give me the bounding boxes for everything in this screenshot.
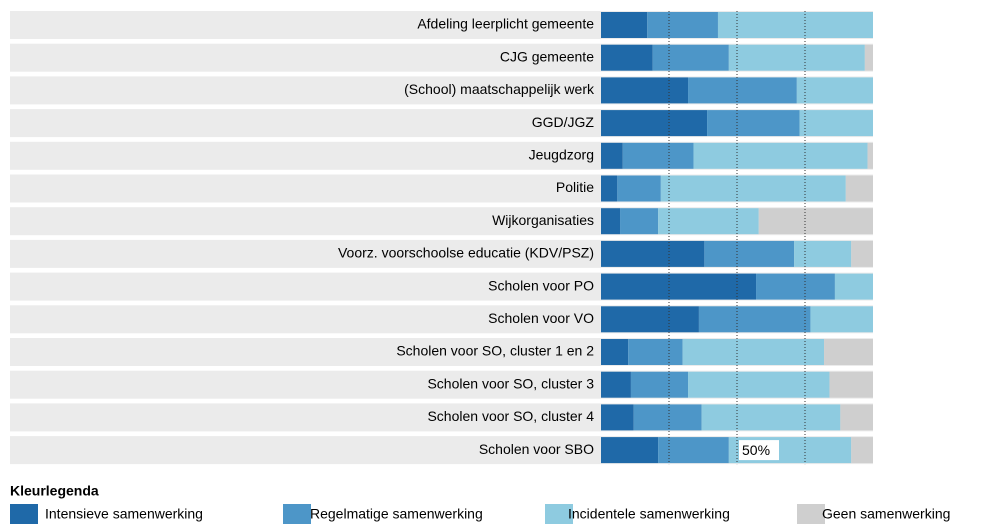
bar-segment [688,77,797,104]
bar-segment [698,306,811,333]
bar-segment [620,208,659,235]
bar-segment [601,142,623,169]
y-tick-label: Scholen voor SBO [479,441,594,457]
bar-segment [824,339,873,365]
bar-segment [688,371,830,398]
bar-segment [701,404,841,431]
y-tick-label: Politie [556,179,594,195]
bar-segment [601,208,621,235]
y-tick-label: (School) maatschappelijk werk [404,81,595,97]
bar-segment [652,44,729,71]
bar-segment [658,437,729,464]
bar-segment [707,110,800,137]
y-tick-label: Jeugdzorg [529,147,594,163]
y-tick-label: GGD/JGZ [532,114,595,130]
y-tick-label: Scholen voor VO [488,310,594,326]
bar-segment [756,273,835,300]
bar-segment [845,175,873,202]
bar-segment [658,208,759,235]
legend-swatch [283,504,311,524]
legend-label: Intensieve samenwerking [45,506,203,522]
y-tick-label: Scholen voor SO, cluster 4 [427,408,594,424]
bar-segment [693,142,868,169]
bar-segment [601,110,708,137]
legend-label: Incidentele samenwerking [568,506,730,522]
y-tick-label: Voorz. voorschoolse educatie (KDV/PSZ) [338,245,594,261]
bar-segment [717,12,873,38]
bar-segment [601,371,631,398]
bar-segment [728,44,865,71]
legend-label: Regelmatige samenwerking [310,506,483,522]
bar-segment [799,110,873,137]
y-tick-label: Scholen voor SO, cluster 3 [427,375,594,391]
bar-segment [601,44,653,71]
bar-segment [851,240,873,267]
bar-segment [796,77,873,104]
bar-segment [834,273,873,300]
bar-segment [660,175,846,202]
bar-segment [601,273,757,300]
bar-segment [601,437,659,464]
bar-segment [601,339,629,365]
legend-swatch [10,504,38,524]
y-tick-label: Scholen voor PO [488,277,594,293]
bar-segment [647,12,718,38]
bar-segment [794,240,852,267]
bar-segment [622,142,694,169]
bar-segment [601,77,689,104]
bar-segment [851,437,873,464]
bar-segment [864,44,873,71]
y-tick-label: Afdeling leerplicht gemeente [417,16,594,32]
bar-segment [601,306,699,333]
bar-segment [758,208,873,235]
legend-title: Kleurlegenda [10,483,99,499]
bar-segment [867,142,873,169]
x-tick-label: 50% [742,442,770,458]
bar-segment [704,240,795,267]
y-tick-label: CJG gemeente [500,48,594,64]
bar-segment [810,306,873,333]
bar-segment [840,404,873,431]
bar-segment [617,175,661,202]
bar-segment [601,404,634,431]
bar-segment [630,371,689,398]
bar-segment [829,371,873,398]
bar-segment [601,240,705,267]
bar-segment [601,175,618,202]
bar-segment [628,339,683,365]
y-tick-label: Wijkorganisaties [492,212,594,228]
y-tick-label: Scholen voor SO, cluster 1 en 2 [396,343,594,359]
tick-label-background [739,440,779,461]
bar-segment [601,12,648,38]
bar-segment [682,339,825,365]
legend-label: Geen samenwerking [822,506,950,522]
legend-swatch [797,504,825,524]
legend-swatch [545,504,573,524]
bar-segment [633,404,702,431]
